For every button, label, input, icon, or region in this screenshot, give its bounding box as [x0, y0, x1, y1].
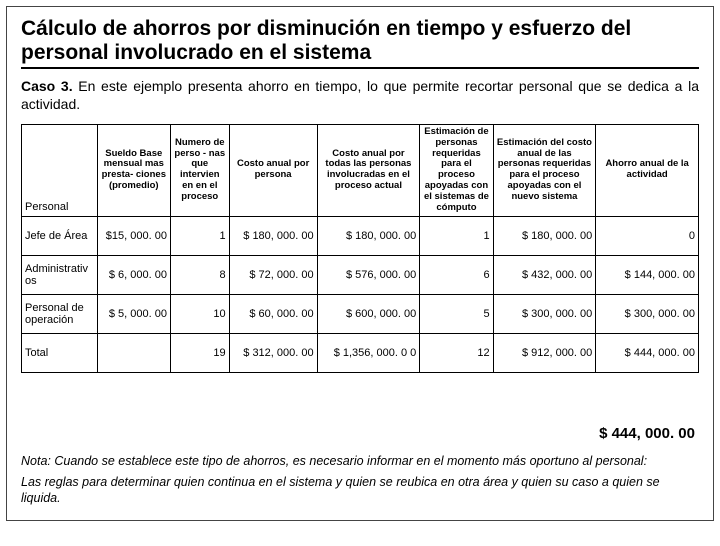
cell: $ 912, 000. 00	[493, 334, 596, 373]
row-label: Personal de operación	[22, 295, 98, 334]
cell: 8	[170, 256, 229, 295]
case-label: Caso 3.	[21, 78, 73, 94]
cell: 1	[170, 217, 229, 256]
cell: $ 144, 000. 00	[596, 256, 699, 295]
header-ahorro: Ahorro anual de la actividad	[596, 124, 699, 216]
cell: $ 5, 000. 00	[97, 295, 170, 334]
header-numero: Numero de perso - nas que intervien en e…	[170, 124, 229, 216]
cell: $ 576, 000. 00	[317, 256, 420, 295]
header-costo-persona: Costo anual por persona	[229, 124, 317, 216]
note-1: Nota: Cuando se establece este tipo de a…	[21, 453, 699, 469]
note-2: Las reglas para determinar quien continu…	[21, 474, 699, 507]
cell: $ 300, 000. 00	[493, 295, 596, 334]
cell: 10	[170, 295, 229, 334]
cell	[97, 334, 170, 373]
cell: 0	[596, 217, 699, 256]
table-row: Personal de operación $ 5, 000. 00 10 $ …	[22, 295, 699, 334]
cell: $ 180, 000. 00	[493, 217, 596, 256]
cell: $ 60, 000. 00	[229, 295, 317, 334]
table-row: Jefe de Área $15, 000. 00 1 $ 180, 000. …	[22, 217, 699, 256]
cell: $ 432, 000. 00	[493, 256, 596, 295]
header-estimacion-personas: Estimación de personas requeridas para e…	[420, 124, 493, 216]
case-description: Caso 3. En este ejemplo presenta ahorro …	[21, 77, 699, 113]
highlight-total: $ 444, 000. 00	[597, 425, 697, 442]
slide-container: Cálculo de ahorros por disminución en ti…	[6, 6, 714, 521]
cell: $ 312, 000. 00	[229, 334, 317, 373]
cell: $ 180, 000. 00	[317, 217, 420, 256]
cell: 6	[420, 256, 493, 295]
header-estimacion-costo: Estimación del costo anual de las person…	[493, 124, 596, 216]
cell: $ 6, 000. 00	[97, 256, 170, 295]
row-label: Total	[22, 334, 98, 373]
cell: $15, 000. 00	[97, 217, 170, 256]
table-row: Administrativ os $ 6, 000. 00 8 $ 72, 00…	[22, 256, 699, 295]
cell: $ 180, 000. 00	[229, 217, 317, 256]
header-sueldo: Sueldo Base mensual mas presta- ciones (…	[97, 124, 170, 216]
header-personal: Personal	[22, 124, 98, 216]
header-row: Personal Sueldo Base mensual mas presta-…	[22, 124, 699, 216]
cell: 1	[420, 217, 493, 256]
cell: 12	[420, 334, 493, 373]
cell: $ 600, 000. 00	[317, 295, 420, 334]
cell: $ 300, 000. 00	[596, 295, 699, 334]
slide-title: Cálculo de ahorros por disminución en ti…	[21, 17, 699, 69]
row-label: Administrativ os	[22, 256, 98, 295]
cell: 5	[420, 295, 493, 334]
savings-table: Personal Sueldo Base mensual mas presta-…	[21, 124, 699, 373]
cell: $ 1,356, 000. 0 0	[317, 334, 420, 373]
header-costo-total: Costo anual por todas las personas invol…	[317, 124, 420, 216]
case-text: En este ejemplo presenta ahorro en tiemp…	[21, 78, 699, 112]
cell: $ 72, 000. 00	[229, 256, 317, 295]
row-label: Jefe de Área	[22, 217, 98, 256]
cell: 19	[170, 334, 229, 373]
cell: $ 444, 000. 00	[596, 334, 699, 373]
notes-section: Nota: Cuando se establece este tipo de a…	[21, 449, 699, 510]
table-row-total: Total 19 $ 312, 000. 00 $ 1,356, 000. 0 …	[22, 334, 699, 373]
